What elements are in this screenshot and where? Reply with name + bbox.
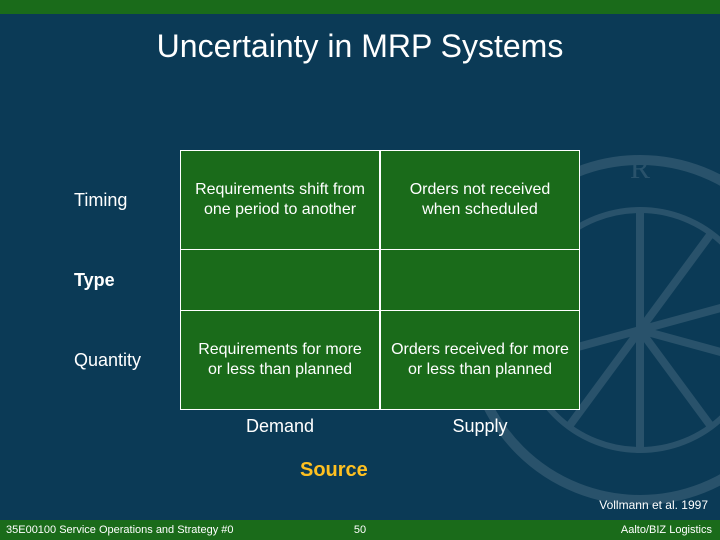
seal-letter: R <box>630 152 650 185</box>
col-group-label-source: Source <box>300 459 368 482</box>
cell-quantity-supply: Orders received for more or less than pl… <box>380 310 580 410</box>
row-label-timing: Timing <box>70 150 180 250</box>
cell-quantity-demand: Requirements for more or less than plann… <box>180 310 380 410</box>
top-accent-stripe <box>0 0 720 14</box>
row-group-label-type: Type <box>70 250 180 310</box>
slide-footer: 35E00100 Service Operations and Strategy… <box>0 520 720 540</box>
footer-affiliation: Aalto/BIZ Logistics <box>621 524 720 536</box>
row-label-quantity: Quantity <box>70 310 180 410</box>
footer-slide-number: 50 <box>354 524 366 536</box>
col-label-supply: Supply <box>380 410 580 450</box>
matrix-spacer <box>380 250 580 310</box>
citation-text: Vollmann et al. 1997 <box>599 498 708 512</box>
page-title: Uncertainty in MRP Systems <box>0 28 720 65</box>
matrix-spacer <box>180 250 380 310</box>
col-label-demand: Demand <box>180 410 380 450</box>
cell-timing-supply: Orders not received when scheduled <box>380 150 580 250</box>
uncertainty-matrix: Timing Requirements shift from one perio… <box>70 150 580 450</box>
cell-timing-demand: Requirements shift from one period to an… <box>180 150 380 250</box>
footer-course-code: 35E00100 Service Operations and Strategy… <box>0 524 621 536</box>
